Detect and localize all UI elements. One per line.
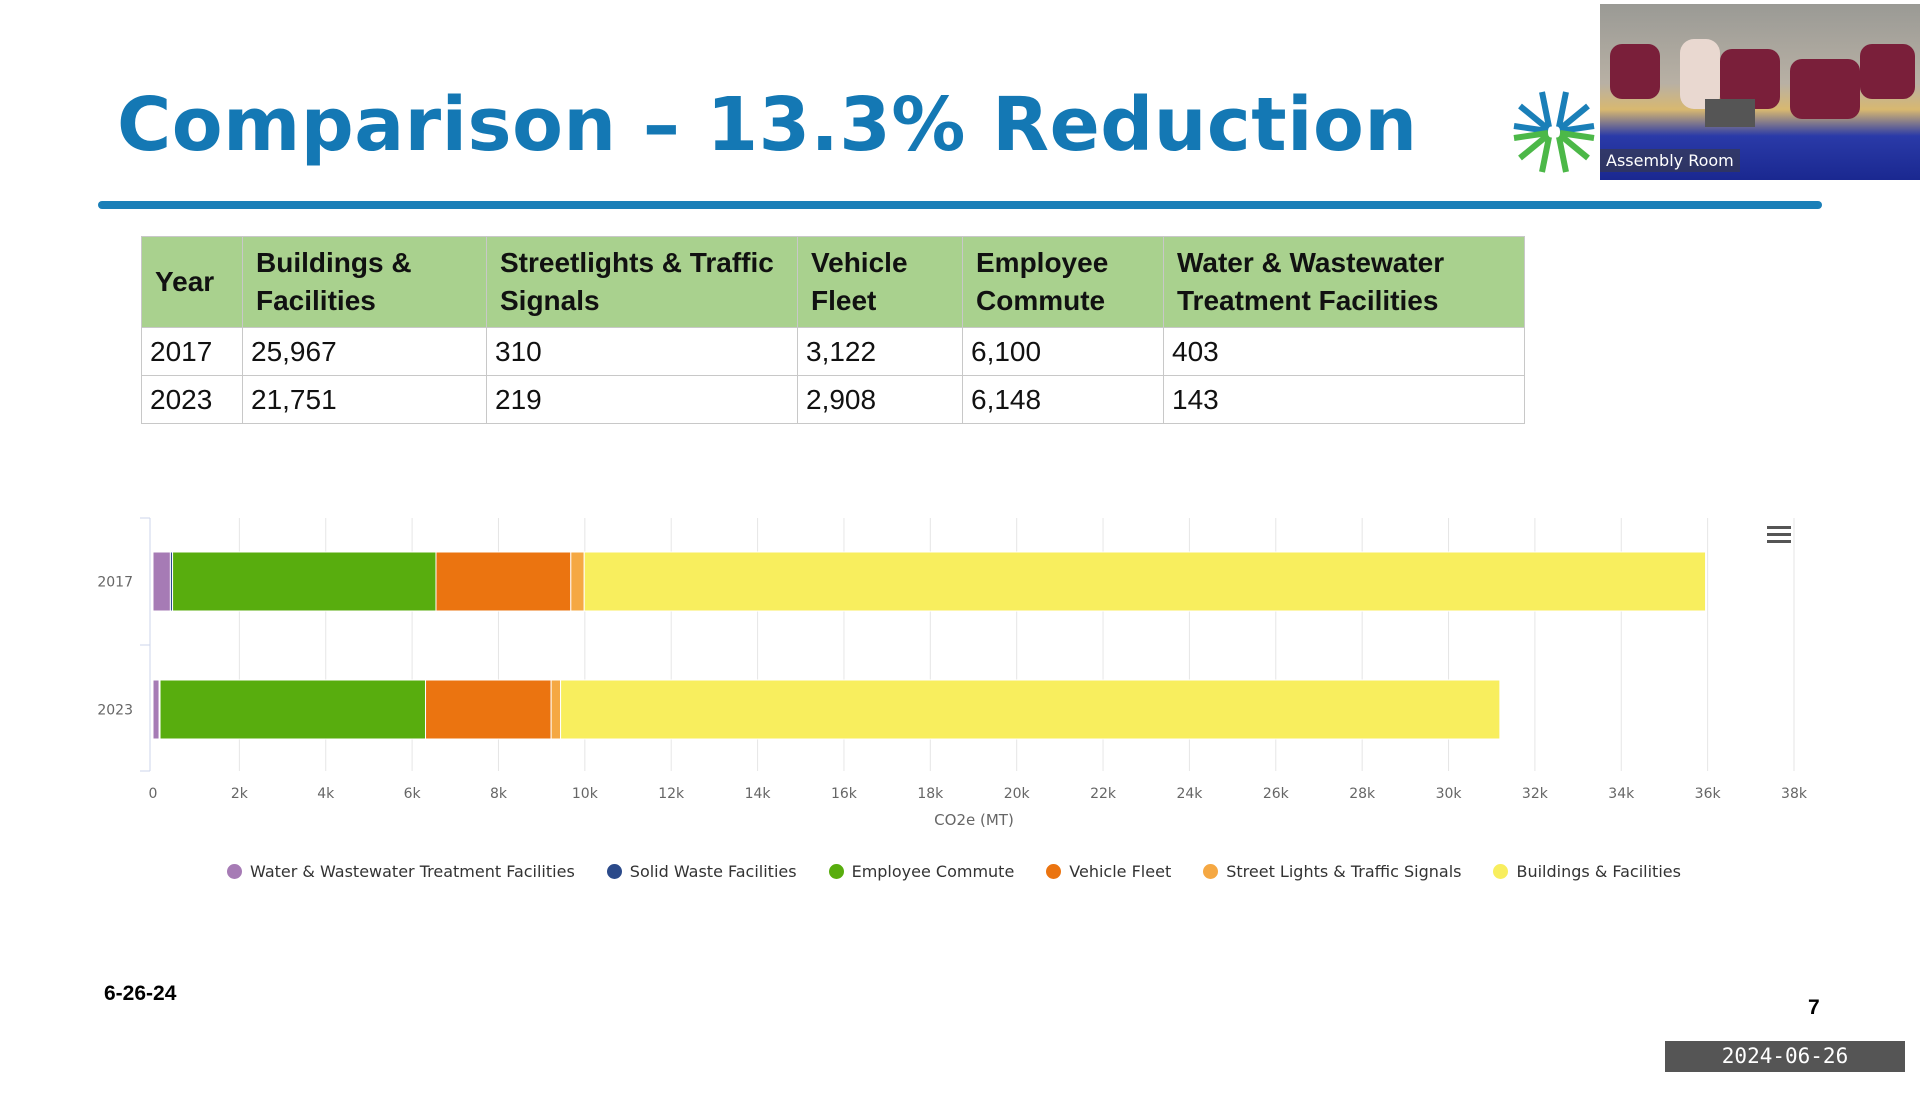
x-tick-label: 12k [658, 786, 685, 802]
header-buildings: Buildings & Facilities [242, 236, 487, 328]
legend-label: Employee Commute [851, 862, 1015, 881]
legend-item[interactable]: Street Lights & Traffic Signals [1203, 862, 1461, 881]
bar-segment [425, 679, 552, 740]
x-tick-label: 34k [1608, 786, 1635, 802]
x-tick-label: 28k [1349, 786, 1376, 802]
legend-label: Buildings & Facilities [1516, 862, 1681, 881]
legend-dot-icon [828, 864, 844, 879]
bar-segment [172, 551, 437, 612]
table-row: 2017 25,967 310 3,122 6,100 403 [141, 327, 1525, 376]
bar-segment [435, 551, 572, 612]
legend-label: Street Lights & Traffic Signals [1226, 862, 1462, 881]
header-water: Water & Wastewater Treatment Facilities [1163, 236, 1525, 328]
timestamp: 2024-06-26 11:18:04 [1665, 1041, 1905, 1099]
cell: 6,148 [962, 375, 1164, 424]
x-tick-label: 22k [1090, 786, 1117, 802]
chart-legend: Water & Wastewater Treatment Facilities S… [0, 862, 1914, 881]
legend-dot-icon [227, 864, 243, 879]
cell: 25,967 [242, 327, 487, 376]
legend-dot-icon [1203, 864, 1219, 879]
cell: 6,100 [962, 327, 1164, 376]
legend-item[interactable]: Solid Waste Facilities [606, 862, 797, 881]
bar-segment [152, 551, 171, 612]
bar-segment [583, 551, 1707, 612]
y-tick-label: 2017 [97, 575, 133, 591]
x-tick-label: 36k [1695, 786, 1722, 802]
slide-date: 6-26-24 [104, 982, 177, 1005]
table-row: 2023 21,751 219 2,908 6,148 143 [141, 375, 1525, 424]
video-feed: Assembly Room [1600, 4, 1920, 180]
header-streetlights: Streetlights & Traffic Signals [486, 236, 798, 328]
slide-title: Comparison – 13.3% Reduction [117, 82, 1418, 168]
cell: 219 [486, 375, 798, 424]
camera-label: Assembly Room [1600, 149, 1740, 172]
cell: 2,908 [797, 375, 963, 424]
emissions-table: Year Buildings & Facilities Streetlights… [141, 236, 1525, 424]
x-tick-label: 30k [1436, 786, 1463, 802]
cell: 21,751 [242, 375, 487, 424]
x-tick-label: 4k [317, 786, 335, 802]
page-number: 7 [1808, 996, 1820, 1019]
header-employee-commute: Employee Commute [962, 236, 1164, 328]
legend-item[interactable]: Buildings & Facilities [1493, 862, 1681, 881]
starburst-logo-icon [1512, 90, 1596, 178]
x-tick-label: 14k [745, 786, 772, 802]
legend-dot-icon [1046, 864, 1062, 879]
header-year: Year [141, 236, 243, 328]
title-divider [98, 201, 1822, 209]
legend-dot-icon [606, 864, 622, 879]
y-tick-label: 2023 [97, 703, 133, 719]
x-tick-label: 32k [1522, 786, 1549, 802]
cell: 310 [486, 327, 798, 376]
cell: 3,122 [797, 327, 963, 376]
legend-label: Vehicle Fleet [1069, 862, 1172, 881]
legend-label: Water & Wastewater Treatment Facilities [250, 862, 575, 881]
bar-segment [570, 551, 585, 612]
cell: 143 [1163, 375, 1525, 424]
x-tick-label: 26k [1263, 786, 1290, 802]
x-axis-title: CO2e (MT) [934, 811, 1014, 829]
x-tick-label: 0 [149, 786, 158, 802]
x-tick-label: 2k [231, 786, 249, 802]
legend-item[interactable]: Vehicle Fleet [1046, 862, 1171, 881]
bar-segment [560, 679, 1501, 740]
chart-menu-icon[interactable] [1767, 526, 1791, 547]
x-tick-label: 8k [490, 786, 508, 802]
cell: 2017 [141, 327, 243, 376]
x-tick-label: 24k [1176, 786, 1203, 802]
table-header-row: Year Buildings & Facilities Streetlights… [141, 236, 1525, 328]
legend-label: Solid Waste Facilities [629, 862, 797, 881]
x-tick-label: 38k [1781, 786, 1808, 802]
bar-segment [152, 679, 160, 740]
bar-segment [159, 679, 427, 740]
x-tick-label: 20k [1004, 786, 1031, 802]
x-tick-label: 10k [572, 786, 599, 802]
cell: 2023 [141, 375, 243, 424]
stacked-bar-chart: 0 2k 4k 6k 8k 10k 12k 14k 16k 18k 20k 22k 24k 26k 28k 3… [97, 517, 1808, 829]
x-tick-label: 6k [404, 786, 422, 802]
legend-item[interactable]: Water & Wastewater Treatment Facilities [227, 862, 575, 881]
header-vehicle-fleet: Vehicle Fleet [797, 236, 963, 328]
bar-segment [550, 679, 562, 740]
x-tick-label: 16k [831, 786, 858, 802]
legend-dot-icon [1493, 864, 1509, 879]
x-tick-label: 18k [917, 786, 944, 802]
legend-item[interactable]: Employee Commute [828, 862, 1015, 881]
